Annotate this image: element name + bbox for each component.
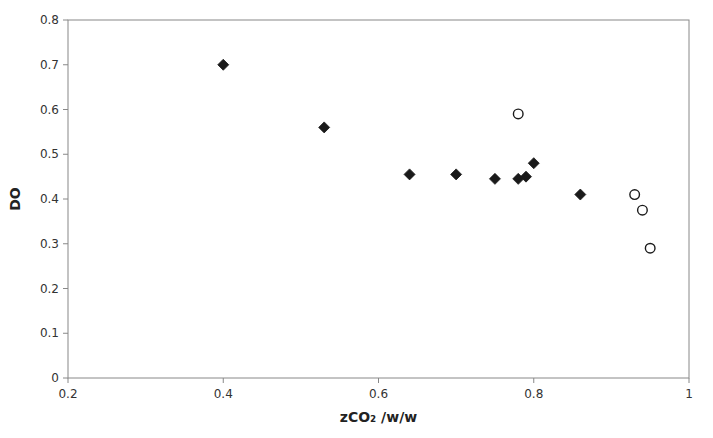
y-tick: [63, 243, 68, 244]
y-tick-label: 0.8: [40, 13, 59, 27]
x-tick-label: 0.8: [524, 387, 543, 401]
x-tick: [689, 378, 690, 383]
x-tick-label: 0.4: [214, 387, 233, 401]
diamond-point: [319, 122, 330, 133]
points: [218, 59, 655, 253]
circle-point: [513, 109, 523, 119]
y-tick-label: 0: [51, 371, 59, 385]
y-tick-label: 0.2: [40, 282, 59, 296]
y-tick-label: 0.5: [40, 147, 59, 161]
x-tick-label: 0.6: [369, 387, 388, 401]
circle-point: [630, 190, 640, 200]
circle-point: [638, 205, 648, 215]
y-tick: [63, 378, 68, 379]
x-tick: [533, 378, 534, 383]
diamond-point: [520, 171, 531, 182]
y-tick-label: 0.3: [40, 237, 59, 251]
circle-point: [645, 243, 655, 253]
x-axis-label: zCO₂ /w/w: [340, 409, 417, 425]
y-tick: [63, 109, 68, 110]
diamond-point: [451, 169, 462, 180]
chart: 0.2 0.4 0.6 0.8 1 0 0.1 0.2 0.3 0.4 0.5 0.6 0.7 0.8 zC…: [0, 0, 713, 438]
y-tick: [63, 20, 68, 21]
y-tick: [63, 199, 68, 200]
diamond-point: [575, 189, 586, 200]
diamond-point: [528, 158, 539, 169]
y-tick-label: 0.1: [40, 326, 59, 340]
x-tick-label: 1: [685, 387, 693, 401]
y-tick: [63, 288, 68, 289]
y-axis-label: DO: [7, 187, 23, 211]
y-tick-label: 0.4: [40, 192, 59, 206]
y-tick: [63, 154, 68, 155]
diamond-point: [404, 169, 415, 180]
diamond-point: [489, 173, 500, 184]
plot-frame: [68, 20, 689, 378]
y-tick-label: 0.6: [40, 103, 59, 117]
y-tick: [63, 333, 68, 334]
x-tick: [68, 378, 69, 383]
y-tick-label: 0.7: [40, 58, 59, 72]
x-tick-label: 0.2: [58, 387, 77, 401]
y-tick: [63, 64, 68, 65]
x-tick: [378, 378, 379, 383]
x-tick: [223, 378, 224, 383]
diamond-point: [218, 59, 229, 70]
